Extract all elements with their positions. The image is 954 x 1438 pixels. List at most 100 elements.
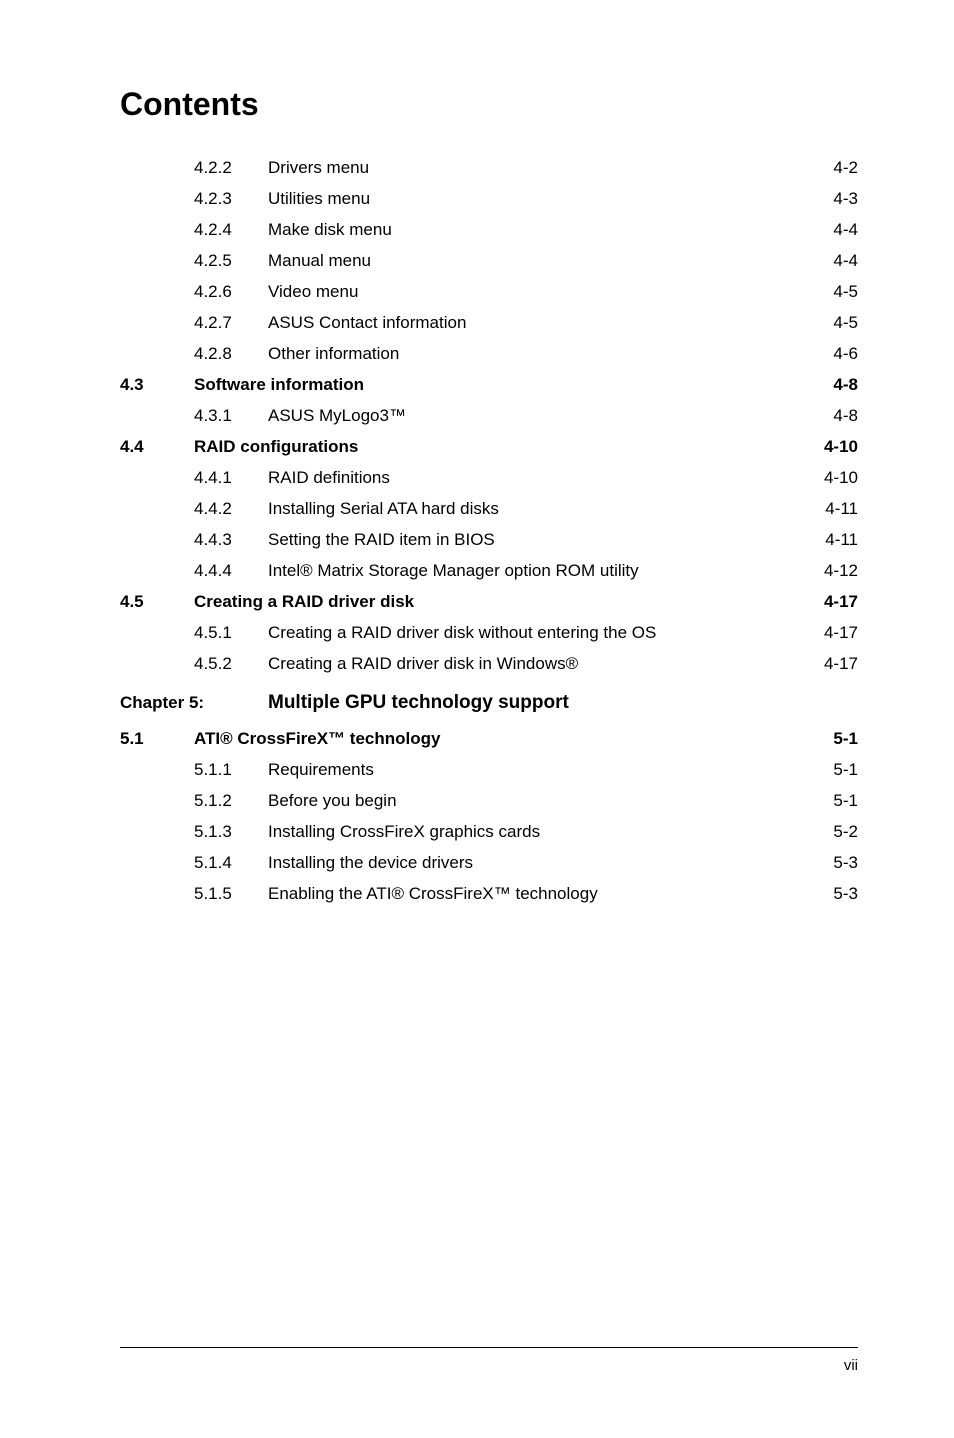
toc-sub-number: 4.5.1 [194, 624, 268, 641]
toc-page-number: 5-3 [833, 854, 858, 871]
toc-section-row: 4.5Creating a RAID driver disk 4-17 [120, 593, 858, 610]
toc-page-number: 4-17 [824, 593, 858, 610]
toc-page-number: 4-2 [833, 159, 858, 176]
toc-page-number: 4-11 [825, 500, 858, 517]
toc-sub-label: RAID definitions [268, 469, 390, 486]
toc-sub-row: 4.2.6Video menu 4-5 [120, 283, 858, 300]
toc-section-number: 5.1 [120, 730, 194, 747]
toc-sub-number: 5.1.5 [194, 885, 268, 902]
toc-sub-label: Installing CrossFireX graphics cards [268, 823, 540, 840]
toc-sub-row: 4.2.5Manual menu 4-4 [120, 252, 858, 269]
page-title: Contents [120, 86, 858, 123]
toc-sub-label: Drivers menu [268, 159, 369, 176]
toc-page-number: 4-4 [833, 221, 858, 238]
toc-sub-label: Installing the device drivers [268, 854, 473, 871]
toc-section-label: Creating a RAID driver disk [194, 593, 414, 610]
toc-sub-label: ASUS MyLogo3™ [268, 407, 406, 424]
toc-page-number: 5-1 [833, 792, 858, 809]
toc-page-number: 5-1 [833, 730, 858, 747]
toc-block-1: 4.2.2Drivers menu4-24.2.3Utilities menu4… [120, 159, 858, 672]
toc-sub-row: 4.5.2Creating a RAID driver disk in Wind… [120, 655, 858, 672]
toc-page-number: 5-2 [833, 823, 858, 840]
toc-sub-number: 4.4.2 [194, 500, 268, 517]
toc-section-label: RAID configurations [194, 438, 358, 455]
toc-section-row: 4.3Software information 4-8 [120, 376, 858, 393]
toc-sub-label: Enabling the ATI® CrossFireX™ technology [268, 885, 598, 902]
toc-sub-row: 4.2.7ASUS Contact information 4-5 [120, 314, 858, 331]
toc-sub-number: 4.2.7 [194, 314, 268, 331]
toc-sub-row: 4.4.2Installing Serial ATA hard disks 4-1… [120, 500, 858, 517]
toc-sub-row: 4.4.1RAID definitions 4-10 [120, 469, 858, 486]
toc-sub-row: 5.1.5Enabling the ATI® CrossFireX™ techn… [120, 885, 858, 902]
toc-sub-number: 4.4.3 [194, 531, 268, 548]
toc-sub-number: 4.2.6 [194, 283, 268, 300]
toc-sub-row: 4.4.3Setting the RAID item in BIOS 4-11 [120, 531, 858, 548]
toc-sub-label: Manual menu [268, 252, 371, 269]
toc-section-row: 4.4RAID configurations 4-10 [120, 438, 858, 455]
toc-section-number: 4.4 [120, 438, 194, 455]
toc-sub-row: 5.1.1Requirements 5-1 [120, 761, 858, 778]
footer-rule [120, 1347, 858, 1348]
toc-page-number: 4-8 [833, 376, 858, 393]
footer-page-number: vii [844, 1357, 858, 1374]
toc-sub-label: Utilities menu [268, 190, 370, 207]
toc-sub-label: Creating a RAID driver disk without ente… [268, 624, 656, 641]
toc-sub-row: 4.3.1ASUS MyLogo3™ 4-8 [120, 407, 858, 424]
toc-sub-label: Make disk menu [268, 221, 392, 238]
toc-sub-row: 4.2.2Drivers menu 4-2 [120, 159, 858, 176]
toc-sub-number: 4.2.8 [194, 345, 268, 362]
toc-section-number: 4.3 [120, 376, 194, 393]
toc-page-number: 4-12 [824, 562, 858, 579]
toc-page-number: 4-5 [833, 283, 858, 300]
toc-section-number: 4.5 [120, 593, 194, 610]
toc-page-number: 4-8 [833, 407, 858, 424]
toc-sub-number: 4.2.4 [194, 221, 268, 238]
toc-sub-number: 5.1.4 [194, 854, 268, 871]
toc-sub-label: ASUS Contact information [268, 314, 466, 331]
toc-sub-label: Creating a RAID driver disk in Windows® [268, 655, 578, 672]
toc-page-number: 4-17 [824, 655, 858, 672]
toc-page-number: 4-17 [824, 624, 858, 641]
toc-sub-number: 4.4.4 [194, 562, 268, 579]
toc-sub-number: 5.1.2 [194, 792, 268, 809]
page: Contents 4.2.2Drivers menu 4-2 4.2.3Utilit… [0, 0, 954, 1438]
toc-sub-number: 4.2.3 [194, 190, 268, 207]
toc-page-number: 4-10 [824, 438, 858, 455]
chapter-title: Multiple GPU technology support [268, 692, 569, 714]
toc-sub-label: Installing Serial ATA hard disks [268, 500, 499, 517]
toc-page-number: 5-3 [833, 885, 858, 902]
toc-section-row: 5.1ATI® CrossFireX™ technology 5-1 [120, 730, 858, 747]
toc-sub-label: Intel® Matrix Storage Manager option ROM… [268, 562, 639, 579]
toc-section-label: Software information [194, 376, 364, 393]
toc-sub-row: 5.1.2Before you begin 5-1 [120, 792, 858, 809]
toc-sub-number: 5.1.1 [194, 761, 268, 778]
toc-page-number: 5-1 [833, 761, 858, 778]
toc-sub-number: 4.5.2 [194, 655, 268, 672]
chapter-row: Chapter 5: Multiple GPU technology suppo… [120, 692, 858, 714]
toc-page-number: 4-11 [825, 531, 858, 548]
toc-page-number: 4-5 [833, 314, 858, 331]
toc-sub-row: 5.1.3Installing CrossFireX graphics card… [120, 823, 858, 840]
toc-sub-number: 4.2.5 [194, 252, 268, 269]
toc-sub-number: 4.4.1 [194, 469, 268, 486]
toc-sub-row: 4.2.3Utilities menu 4-3 [120, 190, 858, 207]
toc-page-number: 4-10 [824, 469, 858, 486]
toc-sub-number: 5.1.3 [194, 823, 268, 840]
toc-page-number: 4-4 [833, 252, 858, 269]
toc-sub-row: 4.5.1Creating a RAID driver disk without… [120, 624, 858, 641]
toc-sub-row: 4.2.4Make disk menu 4-4 [120, 221, 858, 238]
toc-sub-label: Other information [268, 345, 399, 362]
toc-block-2: 5.1ATI® CrossFireX™ technology5-15.1.1Re… [120, 730, 858, 902]
toc-page-number: 4-6 [833, 345, 858, 362]
toc-sub-number: 4.2.2 [194, 159, 268, 176]
toc-sub-label: Setting the RAID item in BIOS [268, 531, 495, 548]
toc-sub-label: Video menu [268, 283, 358, 300]
toc-sub-row: 4.2.8Other information 4-6 [120, 345, 858, 362]
toc-sub-number: 4.3.1 [194, 407, 268, 424]
toc-sub-label: Before you begin [268, 792, 397, 809]
toc-sub-row: 5.1.4Installing the device drivers 5-3 [120, 854, 858, 871]
chapter-label: Chapter 5: [120, 693, 268, 713]
toc-section-label: ATI® CrossFireX™ technology [194, 730, 440, 747]
toc-page-number: 4-3 [833, 190, 858, 207]
toc-sub-label: Requirements [268, 761, 374, 778]
